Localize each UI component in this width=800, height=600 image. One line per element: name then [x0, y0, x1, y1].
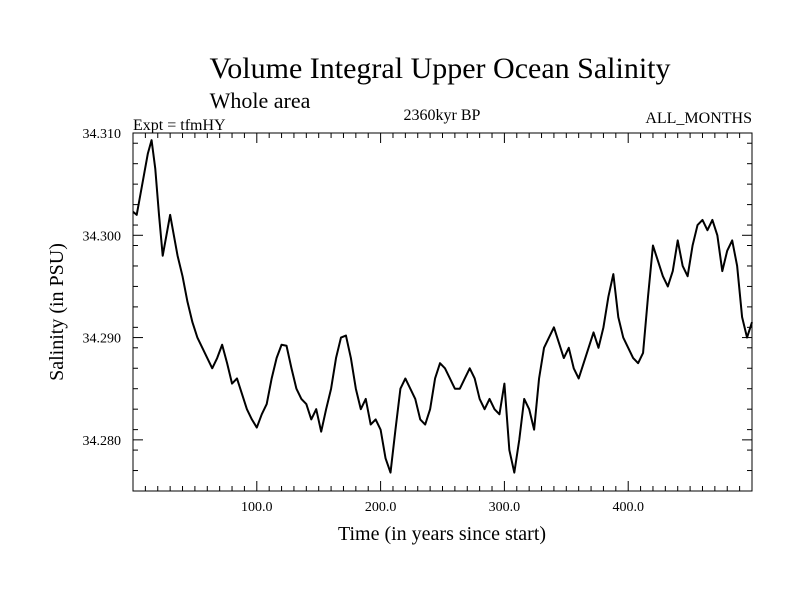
x-tick-label: 400.0 [612, 500, 644, 515]
x-tick-label: 300.0 [489, 500, 521, 515]
x-tick-label: 200.0 [365, 500, 397, 515]
chart-title: Volume Integral Upper Ocean Salinity [210, 52, 671, 85]
y-axis-label: Salinity (in PSU) [46, 243, 68, 381]
period-label: 2360kyr BP [404, 107, 481, 124]
salinity-series-line [132, 139, 753, 474]
experiment-label: Expt = tfmHY [133, 117, 226, 134]
y-tick-label: 34.300 [83, 229, 122, 244]
axis-ticks [133, 132, 752, 491]
y-tick-label: 34.290 [83, 332, 122, 347]
x-tick-label: 100.0 [241, 500, 273, 515]
months-label: ALL_MONTHS [645, 110, 752, 127]
chart-subtitle: Whole area [210, 88, 311, 113]
plot-frame [132, 132, 753, 492]
axis-tick-labels: 100.0 200.0 300.0 400.0 34.280 34.290 34.300 34… [83, 127, 644, 515]
x-axis-label: Time (in years since start) [338, 523, 546, 545]
y-tick-label: 34.280 [83, 434, 122, 449]
y-tick-label: 34.310 [83, 127, 122, 142]
